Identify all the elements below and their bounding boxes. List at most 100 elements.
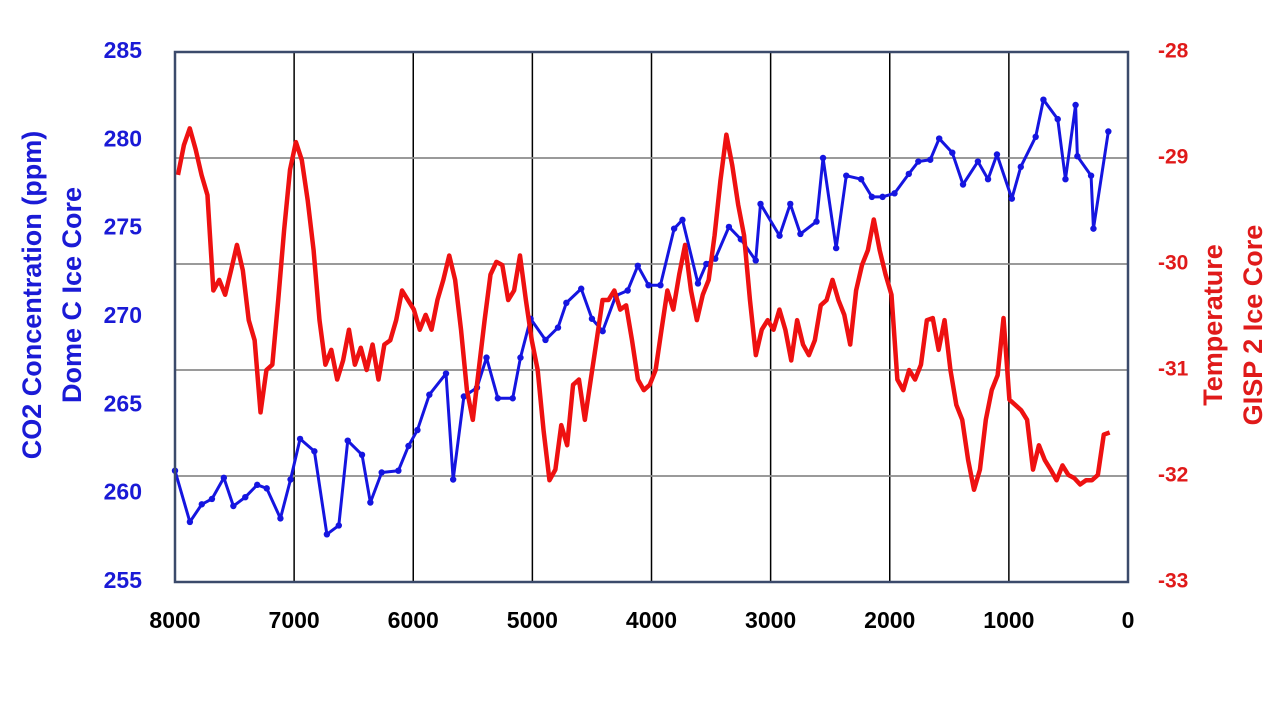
x-tick-label: 2000: [864, 607, 915, 633]
data-point: [344, 437, 351, 444]
data-point: [1008, 195, 1016, 202]
data-point: [395, 467, 402, 474]
data-point: [220, 474, 228, 481]
data-point: [757, 200, 764, 208]
data-point: [694, 280, 702, 287]
data-point: [1054, 115, 1061, 123]
y2-tick-label: -30: [1158, 252, 1188, 275]
x-tick-label: 3000: [745, 607, 796, 633]
data-point: [868, 193, 876, 201]
data-point: [242, 494, 249, 501]
data-point: [832, 244, 840, 252]
data-point: [1032, 133, 1039, 140]
data-point: [1017, 163, 1024, 171]
data-point: [335, 522, 342, 529]
data-point: [984, 176, 992, 183]
data-point: [578, 285, 585, 292]
data-point: [787, 200, 794, 208]
data-point: [198, 501, 206, 508]
data-point: [1062, 176, 1069, 183]
data-point: [263, 485, 270, 492]
y-tick-label: 255: [104, 567, 143, 593]
series-line: [175, 126, 1111, 493]
data-point: [599, 327, 606, 335]
y2-axis-title: Temperature: [1198, 244, 1228, 406]
data-point: [634, 262, 642, 269]
data-point: [358, 451, 366, 458]
data-point: [752, 257, 759, 264]
x-tick-label: 8000: [149, 607, 200, 633]
y2-tick-label: -28: [1158, 40, 1189, 63]
data-point: [725, 223, 733, 231]
data-point: [414, 426, 421, 434]
data-point: [915, 158, 922, 165]
x-tick-label: 6000: [388, 607, 439, 633]
data-point: [624, 287, 631, 294]
data-point: [563, 299, 570, 307]
data-point: [1090, 225, 1097, 232]
data-point: [959, 181, 967, 188]
x-tick-label: 1000: [983, 607, 1034, 633]
data-point: [517, 354, 524, 361]
y-tick-label: 275: [104, 214, 143, 240]
data-point: [494, 395, 502, 402]
data-point: [296, 435, 304, 443]
data-point: [208, 495, 216, 503]
data-point: [891, 190, 898, 197]
data-point: [186, 518, 194, 526]
data-point: [483, 354, 490, 361]
plot-frame: [173, 50, 1130, 584]
y-axis-title: Dome C Ice Core: [57, 187, 87, 403]
data-point: [287, 476, 294, 483]
data-point: [935, 135, 943, 142]
y-tick-label: 270: [104, 302, 142, 328]
y2-tick-label: -31: [1158, 358, 1189, 381]
data-point: [311, 448, 318, 455]
data-point: [230, 502, 237, 510]
data-point: [554, 324, 562, 331]
data-point: [679, 216, 686, 224]
data-point: [670, 225, 678, 232]
labels: 8000 7000 6000 5000 4000 3000 2000 1000 0 255 260 2…: [17, 37, 1268, 633]
y-axis-title: CO2 Concentration (ppm): [17, 131, 47, 460]
data-point: [405, 442, 412, 450]
x-tick-label: 0: [1122, 607, 1135, 633]
y2-axis-title: GISP 2 Ice Core: [1238, 225, 1268, 426]
data-point: [813, 218, 820, 225]
data-point: [879, 193, 886, 201]
data-point: [509, 395, 516, 402]
data-point: [378, 469, 385, 476]
data-point: [542, 336, 549, 344]
data-point: [819, 154, 827, 162]
data-point: [797, 230, 804, 238]
data-point: [442, 370, 450, 377]
data-point: [857, 176, 865, 183]
data-point: [1087, 172, 1095, 179]
y2-tick-label: -29: [1158, 146, 1188, 169]
data-point: [1105, 128, 1112, 135]
data-point: [776, 232, 783, 239]
data-point: [460, 393, 468, 400]
data-point: [949, 149, 956, 156]
y-tick-label: 265: [104, 390, 143, 416]
data-point: [449, 476, 457, 483]
data-point: [1072, 101, 1079, 109]
data-point: [843, 172, 850, 179]
data-point: [588, 315, 596, 322]
y2-tick-label: -32: [1158, 464, 1188, 487]
data-point: [974, 158, 982, 165]
x-tick-label: 5000: [507, 607, 558, 633]
data-point: [426, 391, 433, 398]
data-point: [253, 481, 261, 489]
data-point: [645, 282, 652, 289]
data-point: [927, 156, 934, 163]
data-point: [905, 170, 913, 178]
data-point: [1074, 153, 1081, 160]
data-point: [1040, 96, 1047, 103]
data-point: [703, 260, 710, 268]
x-tick-label: 7000: [269, 607, 320, 633]
data-point: [993, 151, 1001, 158]
data-point: [277, 515, 284, 522]
